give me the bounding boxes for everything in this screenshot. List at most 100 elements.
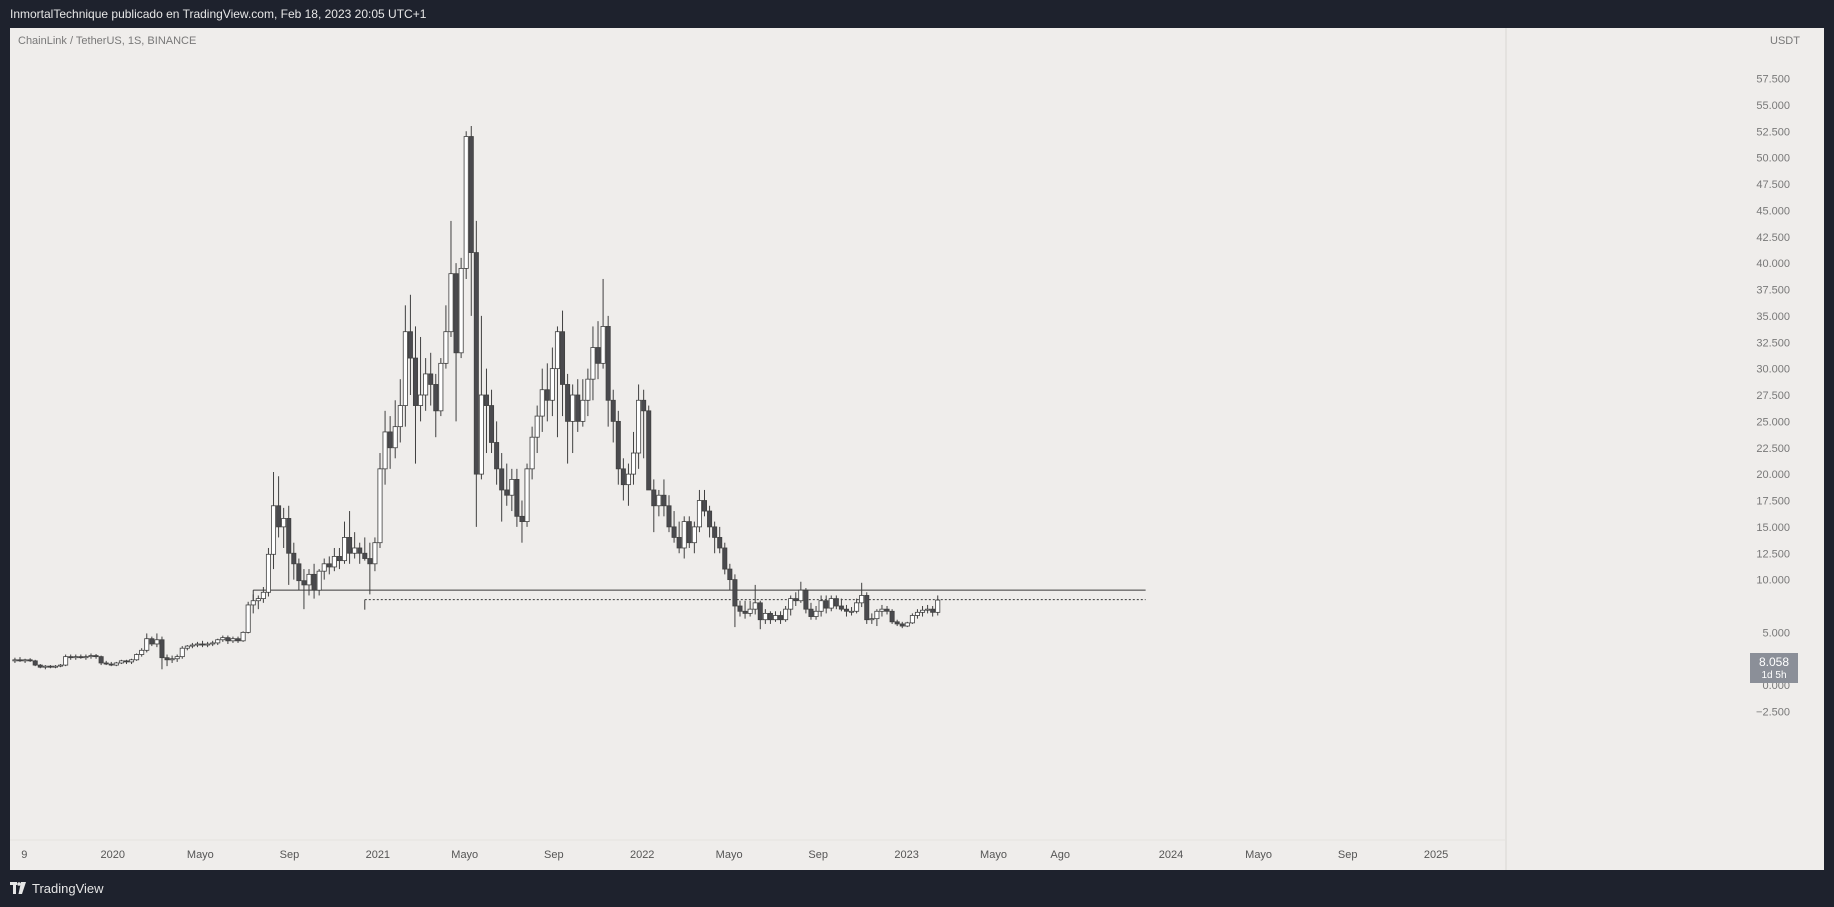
candle-body-up xyxy=(696,500,702,528)
candle-body-down xyxy=(367,558,373,565)
y-tick-label: 57.500 xyxy=(1756,74,1790,86)
candle-body-down xyxy=(615,420,621,470)
candle-body-up xyxy=(402,331,408,406)
candle-body-down xyxy=(68,656,74,659)
candle-body-down xyxy=(108,663,114,666)
candle-body-up xyxy=(458,267,464,354)
candle-body-up xyxy=(935,599,941,613)
x-tick-label: Sep xyxy=(1338,849,1358,861)
x-tick-label: Mayo xyxy=(1245,849,1272,861)
candle-body-up xyxy=(139,649,145,655)
candle-body-down xyxy=(123,660,129,663)
candle-body-down xyxy=(646,410,652,491)
candle-body-up xyxy=(859,595,865,604)
candle-body-up xyxy=(752,602,758,610)
candle-body-down xyxy=(499,468,505,491)
candle-body-down xyxy=(149,638,155,645)
tradingview-logo-icon[interactable] xyxy=(10,881,26,895)
candle-body-up xyxy=(134,654,140,661)
candle-body-up xyxy=(88,655,94,658)
candle-body-up xyxy=(463,136,469,269)
candle-body-down xyxy=(27,659,33,662)
y-tick-label: 12.500 xyxy=(1756,548,1790,560)
footer-bar: TradingView xyxy=(0,870,1834,907)
candle-body-down xyxy=(793,598,799,602)
candle-body-down xyxy=(894,621,900,625)
candle-body-down xyxy=(732,579,738,607)
candle-body-up xyxy=(255,598,261,602)
candle-body-up xyxy=(240,631,246,642)
candle-body-down xyxy=(200,643,206,646)
publication-header: InmortalTechnique publicado en TradingVi… xyxy=(0,0,1834,28)
candle-body-down xyxy=(489,405,495,443)
candle-body-up xyxy=(174,656,180,660)
candle-body-down xyxy=(17,659,23,662)
candle-body-down xyxy=(610,399,616,422)
candle-body-down xyxy=(717,537,723,549)
candle-body-down xyxy=(362,552,368,559)
candle-body-up xyxy=(798,589,804,602)
candle-body-down xyxy=(833,598,839,607)
candle-body-up xyxy=(83,656,89,659)
x-tick-label: 2021 xyxy=(366,849,390,861)
candle-body-down xyxy=(722,547,728,570)
candle-body-down xyxy=(519,515,525,523)
candle-body-down xyxy=(595,347,601,364)
candle-body-down xyxy=(412,357,418,406)
candle-body-down xyxy=(347,537,353,554)
candle-body-up xyxy=(636,399,642,454)
x-tick-label: Sep xyxy=(808,849,828,861)
candle-body-up xyxy=(625,473,631,486)
candle-body-up xyxy=(874,610,880,620)
candle-body-down xyxy=(428,373,434,385)
candle-body-up xyxy=(169,658,175,661)
candle-body-down xyxy=(757,602,763,621)
candle-body-down xyxy=(742,610,748,614)
candle-body-down xyxy=(671,526,677,538)
candle-body-up xyxy=(879,608,885,612)
brand-name[interactable]: TradingView xyxy=(32,881,104,896)
candle-body-down xyxy=(32,660,38,666)
candle-body-up xyxy=(184,645,190,649)
candle-body-down xyxy=(301,580,307,586)
candle-body-up xyxy=(265,553,271,593)
candle-body-down xyxy=(286,518,292,554)
candlestick-chart[interactable]: 57.500 55.000 52.500 50.000 47.500 45.000 42.5… xyxy=(10,28,1824,870)
candle-body-up xyxy=(397,405,403,428)
y-tick-label: 45.000 xyxy=(1756,205,1790,217)
candle-body-down xyxy=(620,468,626,486)
candle-body-up xyxy=(925,608,931,611)
candle-body-up xyxy=(281,518,287,528)
candle-body-down xyxy=(159,639,165,659)
candle-body-down xyxy=(712,526,718,538)
candle-body-up xyxy=(914,611,920,616)
candle-body-down xyxy=(767,612,773,621)
candle-body-down xyxy=(565,384,571,422)
candle-body-up xyxy=(920,609,926,613)
chart-area[interactable]: 57.500 55.000 52.500 50.000 47.500 45.000 42.5… xyxy=(10,28,1824,870)
candle-body-up xyxy=(747,608,753,614)
candle-body-up xyxy=(549,368,555,401)
x-tick-label: Sep xyxy=(280,849,300,861)
candle-body-up xyxy=(63,656,69,666)
candle-body-down xyxy=(37,664,43,668)
candle-body-down xyxy=(453,273,459,354)
candle-body-up xyxy=(509,478,515,496)
candle-body-down xyxy=(433,384,439,412)
candle-body-up xyxy=(772,615,778,621)
candle-body-up xyxy=(524,468,530,523)
last-price-badge: 8.058 1d 5h xyxy=(1750,653,1798,683)
candle-body-up xyxy=(539,389,545,417)
candle-body-up xyxy=(260,591,266,600)
candle-body-down xyxy=(651,489,657,507)
candle-body-down xyxy=(575,394,581,422)
candle-body-down xyxy=(468,136,474,253)
y-tick-label: 10.000 xyxy=(1756,575,1790,587)
candle-body-up xyxy=(585,378,591,401)
candle-body-up xyxy=(392,426,398,449)
candle-body-up xyxy=(448,273,454,333)
candle-body-up xyxy=(154,639,160,645)
x-tick-label: Mayo xyxy=(716,849,743,861)
candle-body-down xyxy=(291,552,297,565)
candle-body-down xyxy=(336,556,342,562)
